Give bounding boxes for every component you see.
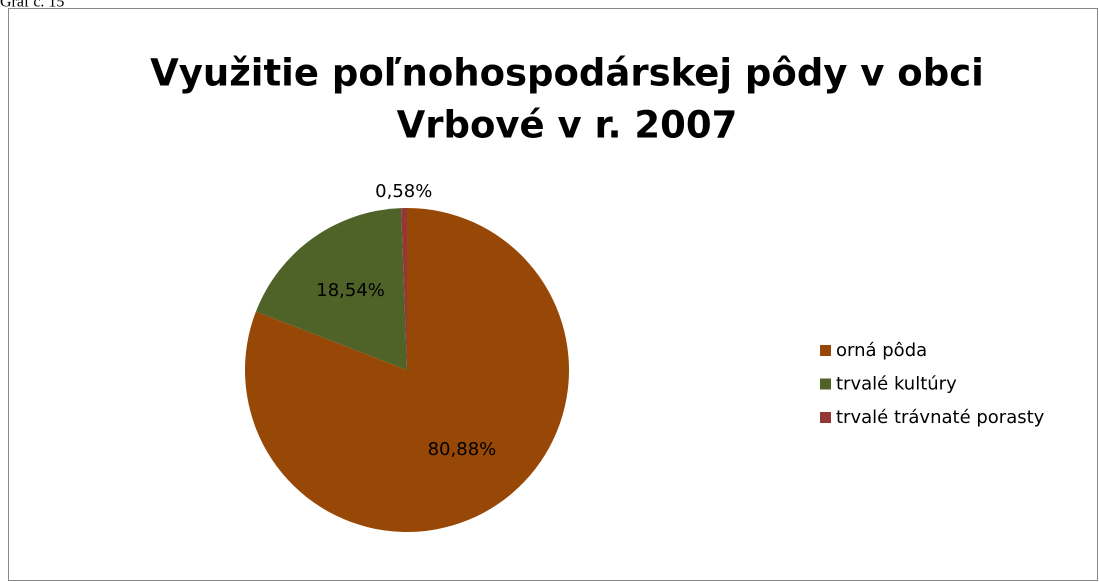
- legend-label: trvalé kultúry: [836, 374, 957, 395]
- chart-frame: [8, 8, 1098, 581]
- pie-slice: [401, 208, 407, 370]
- data-label: 0,58%: [375, 181, 432, 202]
- legend-swatch: [820, 412, 831, 423]
- pie-slice: [255, 208, 407, 370]
- legend-label: trvalé trávnaté porasty: [836, 407, 1045, 428]
- data-label: 18,54%: [316, 280, 385, 301]
- legend-label: orná pôda: [836, 340, 927, 361]
- caption: Graf č. 15: [0, 0, 64, 11]
- data-label: 80,88%: [428, 439, 497, 460]
- legend-swatch: [820, 378, 831, 390]
- chart-title: Využitie poľnohospodárskej pôdy v obci: [150, 52, 984, 95]
- legend-swatch: [820, 345, 831, 356]
- chart-title: Vrbové v r. 2007: [397, 104, 738, 147]
